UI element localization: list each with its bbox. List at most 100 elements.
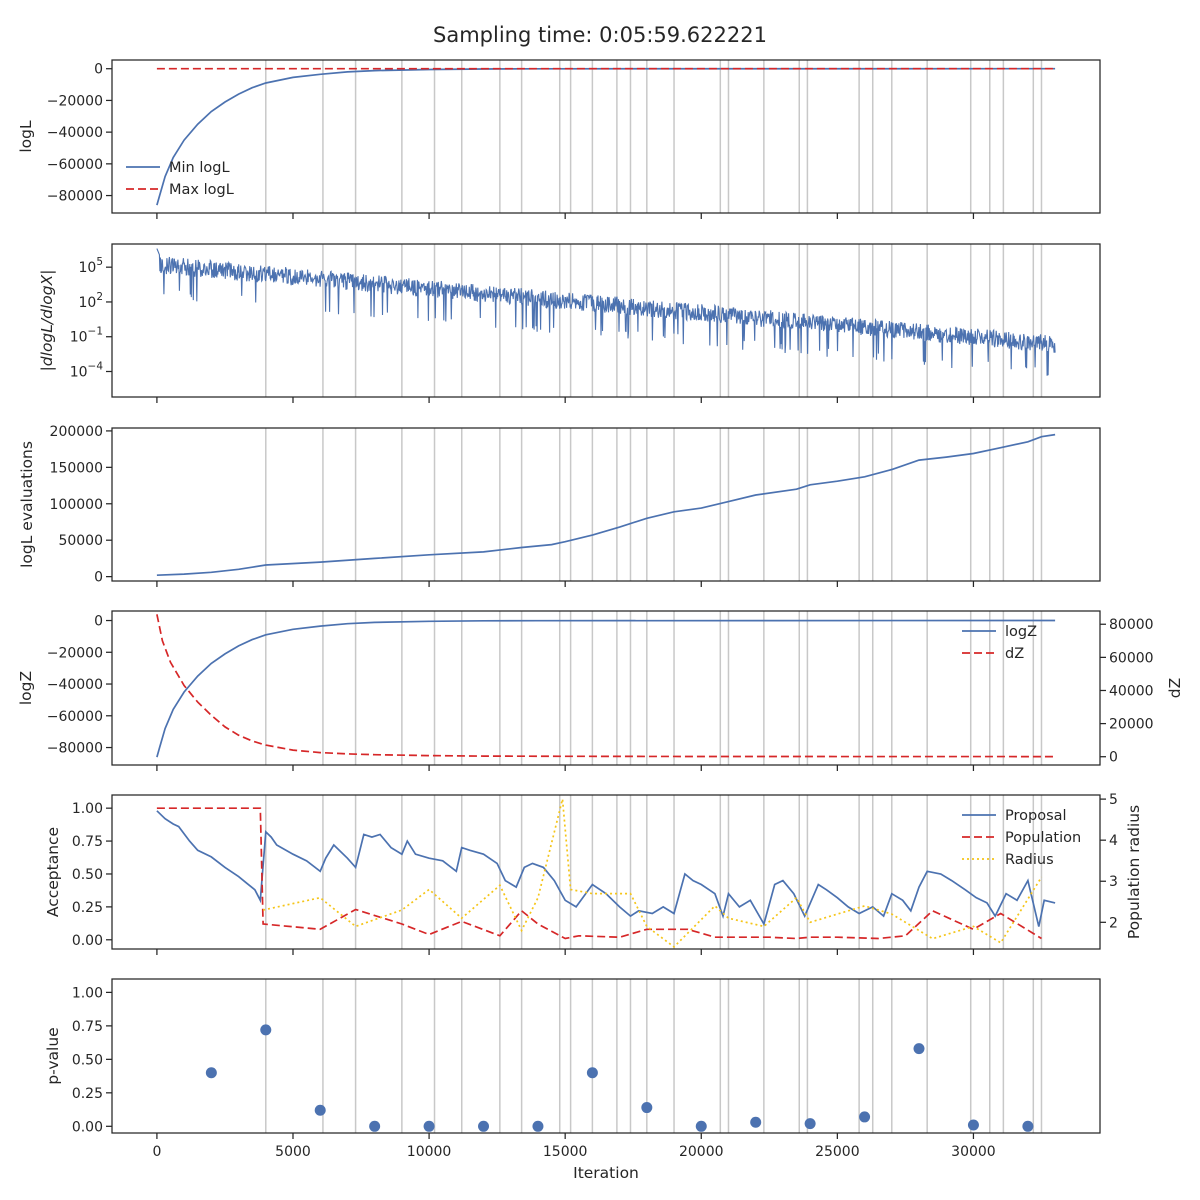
panel-logl: 0 −20000 −40000 −60000 −80000 logL Min logL Max… [17, 59, 1101, 219]
ytick-label: 100000 [50, 497, 103, 513]
ytick-label: −20000 [47, 93, 103, 109]
point-6 [532, 1120, 544, 1132]
vlines-logl [265, 60, 1043, 213]
point-9 [695, 1120, 707, 1132]
y-axis-label: logL [17, 120, 35, 153]
series-accept-proposal [156, 810, 1056, 927]
panel-logz: 0 −20000 −40000 −60000 −80000 80000 60000 40000… [17, 610, 1184, 771]
ytick-label: 0.75 [72, 834, 103, 850]
y2-axis-label: Population radius [1125, 805, 1143, 939]
xtick-label: 15000 [543, 1144, 588, 1160]
ytick-label: 1.00 [72, 985, 103, 1001]
y-axis-label: |dlogL/dlogX| [38, 270, 56, 372]
vlines-logz [265, 611, 1043, 765]
point-4 [423, 1120, 435, 1132]
y2tick-label: 40000 [1109, 683, 1154, 699]
ytick-label: −80000 [47, 189, 103, 205]
ytick-label: −80000 [47, 741, 103, 757]
point-0 [205, 1067, 217, 1079]
y2tick-label: 5 [1109, 792, 1118, 808]
point-10 [750, 1116, 762, 1128]
point-2 [314, 1104, 326, 1116]
ytick-label: 102 [78, 291, 103, 311]
ytick-label: 0.75 [72, 1019, 103, 1035]
y2tick-label: 80000 [1109, 617, 1154, 633]
series-dlogl-0 [156, 248, 1056, 376]
legend-accept: Proposal Population Radius [962, 808, 1081, 868]
xtick-label: 5000 [275, 1144, 311, 1160]
vlines-evals [265, 428, 1043, 581]
ytick-label: 150000 [50, 460, 103, 476]
y2tick-label: 4 [1109, 833, 1118, 849]
axes-frame-logz [111, 610, 1101, 766]
point-8 [641, 1102, 653, 1114]
ytick-label: 1.00 [72, 801, 103, 817]
legend-logz: logZ dZ [962, 624, 1037, 662]
panel-dlogl: 105 102 10−1 10−4 |dlogL/dlogX| [38, 243, 1101, 403]
ytick-label: 0.00 [72, 1119, 103, 1135]
axes-frame-pvalue [111, 978, 1101, 1134]
legend-label: dZ [1005, 646, 1024, 662]
legend-label: Proposal [1005, 808, 1067, 824]
series-group-logz [156, 614, 1056, 758]
legend-label: Population [1005, 830, 1081, 846]
panel-accept: 1.00 0.75 0.50 0.25 0.00 5 4 3 2 Acceptance Popula… [44, 792, 1143, 955]
ytick-label: −20000 [47, 645, 103, 661]
legend-label: Max logL [169, 182, 234, 198]
series-group-accept [156, 798, 1056, 949]
y2tick-label: 3 [1109, 874, 1118, 890]
point-11 [804, 1118, 816, 1130]
point-12 [859, 1111, 871, 1123]
point-14 [967, 1119, 979, 1131]
ytick-label: −40000 [47, 125, 103, 141]
series-group-evals [156, 433, 1056, 577]
legend-logl: Min logL Max logL [126, 160, 234, 198]
point-1 [260, 1024, 272, 1036]
series-evals-0 [156, 433, 1056, 577]
figure-title: Sampling time: 0:05:59.622221 [433, 23, 767, 47]
vlines-pvalue [265, 979, 1043, 1133]
axes-frame-dlogl [111, 243, 1101, 398]
panel-pvalue: 1.00 0.75 0.50 0.25 0.00 0 5000 10000 15000 20000… [44, 978, 1101, 1182]
xtick-label: 20000 [679, 1144, 724, 1160]
axes-frame-accept [111, 794, 1101, 950]
y2tick-label: 20000 [1109, 717, 1154, 733]
xtick-label: 10000 [407, 1144, 452, 1160]
series-group-dlogl [156, 248, 1056, 376]
series-logl-min-logl [156, 67, 1056, 206]
axes-frame-logl [111, 59, 1101, 214]
series-logz-logz [156, 619, 1056, 758]
axes-frame-evals [111, 427, 1101, 582]
y-axis-label: p-value [44, 1027, 62, 1084]
y2tick-label: 2 [1109, 915, 1118, 931]
ytick-label: −40000 [47, 677, 103, 693]
ytick-label: −60000 [47, 709, 103, 725]
ytick-label: 0.50 [72, 867, 103, 883]
ytick-label: 10−1 [70, 326, 103, 346]
xtick-label: 30000 [951, 1144, 996, 1160]
ytick-label: 0.50 [72, 1052, 103, 1068]
panels: 0 −20000 −40000 −60000 −80000 logL Min logL Max… [17, 59, 1184, 1182]
vlines-accept [265, 795, 1043, 949]
xtick-label: 25000 [815, 1144, 860, 1160]
series-accept-population [156, 807, 1042, 940]
series-group-logl [156, 67, 1056, 206]
point-15 [1022, 1120, 1034, 1132]
ytick-label: 200000 [50, 424, 103, 440]
ytick-label: 0 [94, 62, 103, 78]
series-accept-radius [262, 798, 1043, 949]
ytick-label: 0.25 [72, 1086, 103, 1102]
point-13 [913, 1043, 925, 1055]
ytick-label: 105 [78, 256, 103, 276]
xtick-label: 0 [152, 1144, 161, 1160]
point-7 [586, 1067, 598, 1079]
y-axis-label: Acceptance [44, 827, 62, 917]
x-axis-label: Iteration [573, 1164, 639, 1182]
ytick-label: 10−4 [70, 361, 104, 381]
legend-label: Min logL [169, 160, 230, 176]
ytick-label: −60000 [47, 157, 103, 173]
series-logz-dz [156, 614, 1056, 758]
ytick-label: 0 [94, 614, 103, 630]
ytick-label: 50000 [58, 533, 103, 549]
